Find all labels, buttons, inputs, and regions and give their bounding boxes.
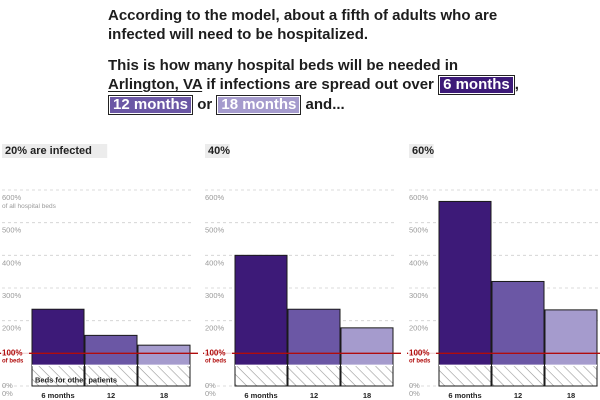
y-tick-label-zero: 0% bbox=[205, 381, 216, 390]
x-tick-label: 18 bbox=[567, 391, 575, 400]
reference-label-bg bbox=[1, 344, 29, 365]
y-tick-label: 400% bbox=[409, 258, 429, 267]
reference-label-bg bbox=[408, 344, 436, 365]
y-tick-label: 0% bbox=[205, 389, 216, 398]
x-tick-label: 6 months bbox=[41, 391, 74, 400]
panel-title: 20% are infected bbox=[5, 145, 92, 157]
bar-6-months bbox=[438, 200, 492, 387]
y-tick-label-zero: 0% bbox=[2, 381, 13, 390]
separator-or: or bbox=[197, 96, 213, 113]
y-tick-label: 300% bbox=[409, 291, 429, 300]
y-tick-label: 300% bbox=[2, 291, 22, 300]
panel-title: 60% bbox=[412, 145, 434, 157]
other-patients-hatch bbox=[138, 365, 190, 386]
reference-label: 100% bbox=[2, 348, 22, 357]
y-tick-label: 200% bbox=[205, 324, 225, 333]
intro-text: According to the model, about a fifth of… bbox=[108, 6, 528, 115]
y-tick-label: 200% bbox=[409, 324, 429, 333]
bar-6-months bbox=[234, 254, 288, 387]
y-tick-label: 600% bbox=[409, 193, 429, 202]
reference-sublabel: of beds bbox=[205, 358, 227, 364]
other-patients-hatch bbox=[492, 365, 544, 386]
x-tick-label: 12 bbox=[107, 391, 115, 400]
reference-label-bg bbox=[204, 344, 232, 365]
panel-title-bg bbox=[409, 144, 434, 158]
pill-12-months: 12 months bbox=[108, 95, 194, 115]
intro-prefix: This is how many hospital beds will be n… bbox=[108, 57, 459, 74]
y-tick-label: 500% bbox=[205, 226, 225, 235]
y-tick-label: 200% bbox=[2, 324, 22, 333]
y-tick-label: 300% bbox=[205, 291, 225, 300]
x-tick-label: 6 months bbox=[448, 391, 481, 400]
other-patients-label: Beds for other patients bbox=[35, 375, 117, 384]
intro-ending: and... bbox=[305, 96, 345, 113]
panel-title-bg bbox=[205, 144, 230, 158]
pill-18-months: 18 months bbox=[216, 95, 302, 115]
intro-line-1: According to the model, about a fifth of… bbox=[108, 7, 498, 43]
y-tick-label: 500% bbox=[2, 226, 22, 235]
x-tick-label: 12 bbox=[310, 391, 318, 400]
other-patients-hatch bbox=[439, 365, 491, 386]
x-tick-label: 12 bbox=[514, 391, 522, 400]
separator-comma: , bbox=[514, 76, 519, 93]
reference-sublabel: of beds bbox=[2, 358, 24, 364]
pill-6-months: 6 months bbox=[438, 75, 515, 95]
y-tick-label: 600% bbox=[2, 193, 22, 202]
panel-title-bg bbox=[2, 144, 108, 158]
y-tick-label: 600% bbox=[205, 193, 225, 202]
y-tick-note: of all hospital beds bbox=[2, 203, 57, 210]
y-tick-label: 0% bbox=[2, 389, 13, 398]
reference-sublabel: of beds bbox=[409, 358, 431, 364]
other-patients-hatch bbox=[341, 365, 393, 386]
y-tick-label: 400% bbox=[2, 258, 22, 267]
panel-title: 40% bbox=[208, 145, 230, 157]
intro-line-2: This is how many hospital beds will be n… bbox=[108, 56, 528, 115]
reference-label: 100% bbox=[409, 348, 429, 357]
x-tick-label: 18 bbox=[363, 391, 371, 400]
place-link[interactable]: Arlington, VA bbox=[108, 76, 203, 93]
reference-label: 100% bbox=[205, 348, 225, 357]
other-patients-hatch bbox=[32, 365, 84, 386]
other-patients-hatch bbox=[235, 365, 287, 386]
x-tick-label: 18 bbox=[160, 391, 168, 400]
x-tick-label: 6 months bbox=[244, 391, 277, 400]
y-tick-label-zero: 0% bbox=[409, 381, 420, 390]
other-patients-hatch bbox=[85, 365, 137, 386]
y-tick-label: 0% bbox=[409, 389, 420, 398]
y-tick-label: 400% bbox=[205, 258, 225, 267]
other-patients-hatch bbox=[545, 365, 597, 386]
y-tick-label: 500% bbox=[409, 226, 429, 235]
intro-suffix: if infections are spread out over bbox=[206, 76, 434, 93]
other-patients-hatch bbox=[288, 365, 340, 386]
